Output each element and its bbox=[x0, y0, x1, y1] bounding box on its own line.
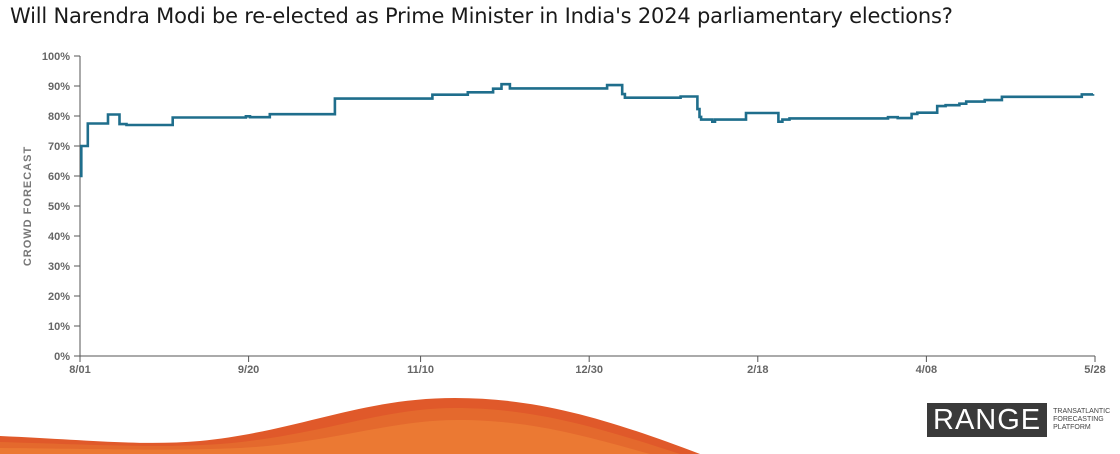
y-tick-label: 60% bbox=[48, 171, 70, 183]
y-tick-label: 100% bbox=[42, 51, 70, 63]
y-tick-label: 20% bbox=[48, 291, 70, 303]
x-tick-label: 12/30 bbox=[575, 364, 603, 376]
x-tick-label: 2/18 bbox=[747, 364, 768, 376]
y-tick-label: 70% bbox=[48, 141, 70, 153]
y-tick-label: 0% bbox=[54, 351, 70, 363]
y-tick-label: 10% bbox=[48, 321, 70, 333]
x-tick-label: 4/08 bbox=[916, 364, 937, 376]
x-tick-label: 5/28 bbox=[1084, 364, 1105, 376]
forecast-series-line bbox=[80, 82, 1095, 178]
y-axis: 0% 10% 20% 30% 40% 50% 60% 70% 80% 90% 100% bbox=[42, 51, 81, 363]
y-tick-label: 90% bbox=[48, 81, 70, 93]
x-tick-label: 8/01 bbox=[69, 364, 90, 376]
y-tick-label: 50% bbox=[48, 201, 70, 213]
series-group bbox=[80, 82, 1095, 178]
range-logo: RANGE TRANSATLANTIC FORECASTING PLATFORM bbox=[927, 402, 1117, 438]
logo-wordmark: RANGE bbox=[927, 403, 1048, 437]
forecast-chart: 0% 10% 20% 30% 40% 50% 60% 70% 80% 90% 100% 8/01 9/… bbox=[22, 51, 1106, 376]
y-tick-label: 40% bbox=[48, 231, 70, 243]
logo-tagline: TRANSATLANTIC FORECASTING PLATFORM bbox=[1053, 408, 1110, 432]
y-tick-label: 80% bbox=[48, 111, 70, 123]
x-axis: 8/01 9/20 11/10 12/30 2/18 4/08 5/28 bbox=[69, 355, 1106, 376]
y-axis-title: CROWD FORECAST bbox=[22, 146, 34, 266]
y-tick-label: 30% bbox=[48, 261, 70, 273]
x-tick-label: 11/10 bbox=[407, 364, 434, 376]
logo-tagline-line: TRANSATLANTIC bbox=[1053, 408, 1111, 415]
x-tick-label: 9/20 bbox=[238, 364, 259, 376]
logo-tagline-line: PLATFORM bbox=[1053, 424, 1091, 431]
chart-title: Will Narendra Modi be re-elected as Prim… bbox=[10, 4, 953, 28]
logo-tagline-line: FORECASTING bbox=[1053, 416, 1104, 423]
